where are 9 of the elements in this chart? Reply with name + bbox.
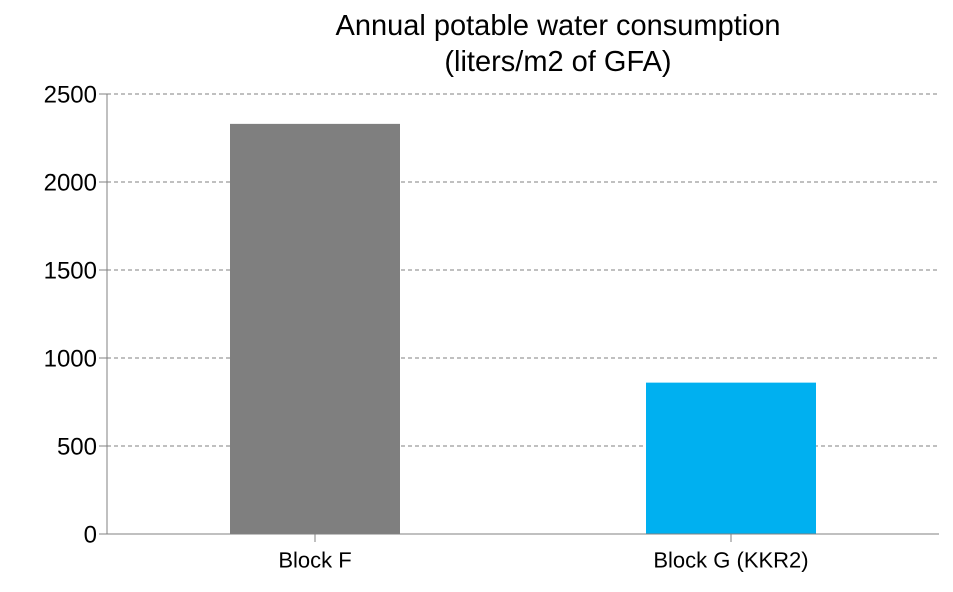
y-tick-label: 2500 (44, 82, 97, 109)
y-tick-label: 500 (56, 434, 97, 461)
y-tick-label: 0 (84, 522, 97, 549)
y-tick-label: 1000 (44, 346, 97, 373)
x-tick-label: Block F (278, 548, 352, 573)
y-tick-label: 1500 (44, 258, 97, 285)
y-tick-label: 2000 (44, 170, 97, 197)
x-tick-label: Block G (KKR2) (653, 548, 809, 573)
chart-title: Annual potable water consumption (liters/m2 of GFA) (334, 9, 782, 80)
